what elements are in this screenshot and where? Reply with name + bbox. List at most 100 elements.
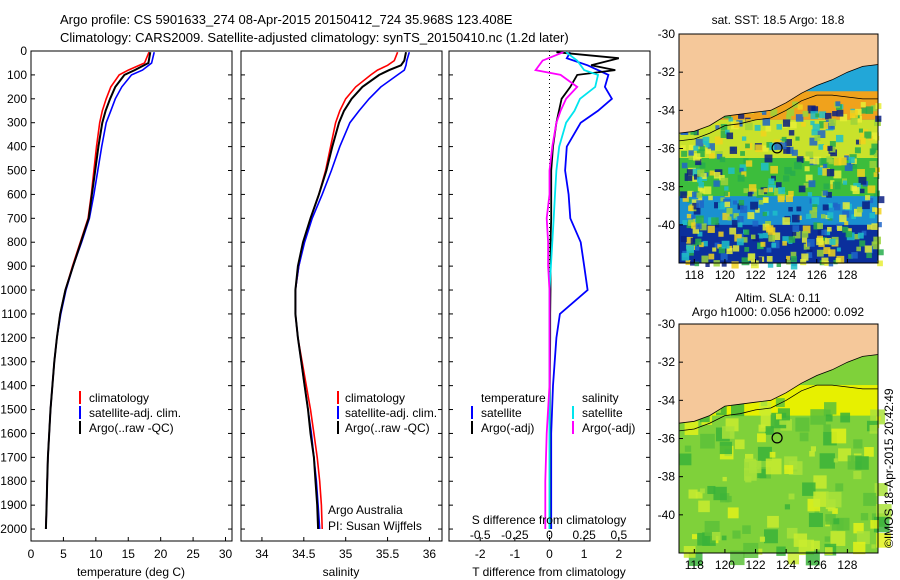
map-cell: [784, 504, 791, 510]
map-cell: [795, 417, 810, 432]
temperature-xlabel: temperature (deg C): [77, 565, 185, 579]
map-cell: [714, 223, 720, 228]
map-cell: [844, 163, 853, 171]
map-cell: [687, 198, 692, 203]
x-tick-label: 2: [615, 547, 622, 561]
map-cell: [791, 149, 798, 156]
map-cell: [757, 469, 767, 479]
y-tick-label: 1900: [0, 498, 27, 512]
map-cell: [847, 228, 852, 233]
map-cell: [742, 237, 748, 243]
map-cell: [779, 142, 787, 150]
map-cell: [861, 107, 868, 114]
sst-map-title: sat. SST: 18.5 Argo: 18.8: [712, 13, 845, 27]
map-cell: [760, 162, 769, 171]
map-cell: [727, 507, 739, 519]
map-cell: [790, 251, 797, 258]
map-cell: [756, 257, 763, 263]
map-x-tick-label: 118: [685, 268, 704, 282]
map-cell: [824, 547, 833, 555]
legend-label-s-argo: Argo(-adj): [582, 421, 635, 435]
map-cell: [695, 158, 702, 166]
map-cell: [803, 182, 809, 188]
map-cell: [839, 214, 847, 223]
map-cell: [698, 182, 704, 188]
map-cell: [813, 222, 821, 230]
map-cell: [721, 240, 730, 249]
map-cell: [718, 231, 724, 237]
map-cell: [824, 238, 832, 245]
map-cell: [835, 101, 841, 107]
x-tick-label: 20: [154, 547, 168, 561]
map-cell: [778, 187, 786, 194]
map-cell: [802, 225, 811, 234]
map-cell: [733, 213, 739, 219]
map-cell: [776, 262, 782, 268]
salinity-legend: climatology satellite-adj. clim. Argo(..…: [337, 391, 437, 435]
map-cell: [705, 143, 710, 148]
map-cell: [842, 180, 848, 185]
map-cell: [817, 228, 825, 236]
x-tick-label: 0: [28, 547, 35, 561]
map-cell: [805, 551, 820, 566]
y-tick-label: 300: [7, 116, 27, 130]
map-cell: [822, 190, 828, 196]
map-cell: [691, 191, 698, 198]
map-cell: [745, 143, 750, 149]
map-cell: [868, 198, 874, 204]
map-cell: [729, 227, 737, 235]
map-cell: [856, 246, 861, 252]
map-cell: [869, 212, 876, 219]
map-cell: [855, 115, 863, 123]
top-x-tick-label: -0.25: [501, 528, 529, 542]
sla-map-title-2: Argo h1000: 0.056 h2000: 0.092: [692, 305, 864, 319]
map-cell: [823, 183, 830, 190]
legend-label-t-argo: Argo(-adj): [481, 421, 534, 435]
difference-plot: -2 -1 0 1 2 -0.5 -0.25 0 0.25 0.5: [449, 50, 650, 561]
map-cell: [692, 168, 701, 177]
map-cell: [766, 256, 773, 262]
map-cell: [825, 514, 836, 525]
map-cell: [747, 253, 756, 261]
map-cell: [758, 199, 764, 205]
map-cell: [791, 231, 797, 236]
map-cell: [817, 130, 826, 139]
map-cell: [721, 535, 727, 541]
map-cell: [711, 531, 721, 541]
map-cell: [785, 195, 793, 202]
map-cell: [871, 241, 880, 250]
map-cell: [842, 210, 850, 218]
map-cell: [802, 482, 816, 496]
map-cell: [754, 124, 761, 131]
map-cell: [851, 185, 857, 192]
map-cell: [772, 210, 778, 216]
x-tick-label: 36: [423, 547, 437, 561]
map-x-tick-label: 122: [746, 558, 766, 572]
temperature-legend: climatology satellite-adj. clim. Argo(..…: [79, 391, 181, 435]
x-tick-label: 10: [89, 547, 103, 561]
map-cell: [698, 196, 703, 201]
map-cell: [786, 255, 791, 260]
map-x-tick-label: 120: [715, 268, 735, 282]
map-cell: [745, 160, 753, 167]
map-cell: [762, 145, 769, 152]
map-cell: [790, 121, 797, 129]
map-cell: [781, 136, 787, 142]
map-cell: [741, 171, 747, 177]
map-cell: [790, 262, 798, 270]
map-cell: [782, 236, 789, 243]
map-cell: [762, 118, 771, 126]
map-cell: [786, 108, 795, 116]
map-y-tick-label: -38: [658, 470, 676, 484]
map-cell: [703, 140, 708, 146]
map-cell: [695, 138, 704, 147]
map-cell: [860, 513, 869, 521]
map-cell: [777, 195, 785, 203]
map-cell: [809, 450, 815, 457]
map-cell: [695, 246, 700, 251]
map-cell: [719, 156, 726, 163]
map-cell: [824, 229, 831, 236]
map-cell: [871, 544, 876, 549]
map-cell: [775, 182, 782, 188]
